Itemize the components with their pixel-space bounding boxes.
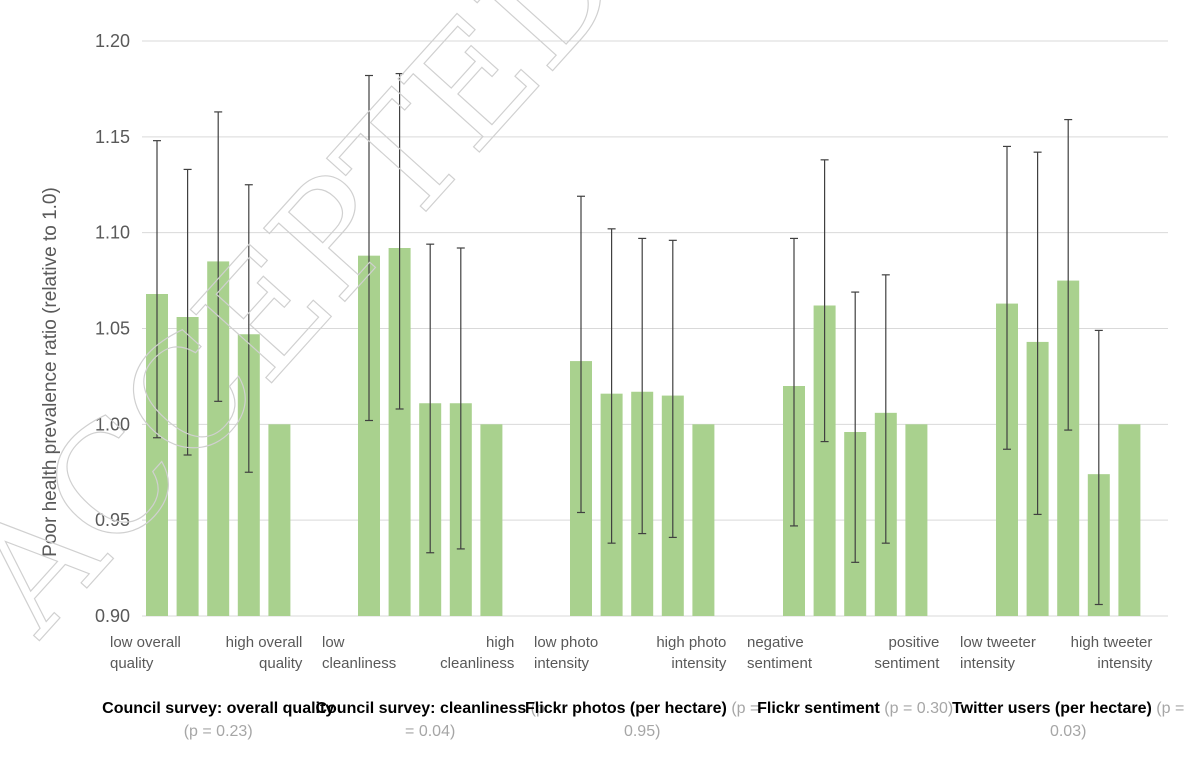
error-bar [790, 237, 798, 527]
bar [1057, 280, 1080, 616]
y-tick-label: 1.00 [95, 414, 130, 434]
category-label-low: low tweeter intensity [960, 634, 1036, 672]
group-name: Twitter users (per hectare) [952, 700, 1152, 717]
group-name: Flickr sentiment [757, 700, 880, 717]
y-tick-label: 1.05 [95, 319, 130, 339]
error-bar [577, 195, 585, 514]
error-bar [153, 140, 161, 439]
group-p-value: (p = 0.23) [183, 723, 253, 740]
error-bar [851, 291, 860, 563]
y-tick-label: 0.95 [95, 510, 130, 530]
error-bar [244, 184, 253, 473]
group-name: Flickr photos (per hectare) [525, 700, 727, 717]
bar [268, 424, 291, 616]
category-label-low: negative sentiment [747, 634, 813, 672]
bar [388, 248, 411, 616]
group-p-value: (p = 0.04) [405, 700, 545, 740]
bar [358, 255, 380, 616]
error-bar [214, 111, 223, 402]
error-bar [426, 243, 435, 554]
group-title: Council survey: cleanliness (p = 0.04) [310, 697, 550, 743]
y-axis-title: Poor health prevalence ratio (relative t… [40, 187, 61, 557]
bar [207, 261, 230, 616]
bar [480, 424, 503, 616]
error-bar [395, 72, 404, 410]
error-bar [668, 239, 677, 539]
error-bar [881, 274, 890, 544]
error-bar [365, 74, 373, 422]
y-tick-label: 1.15 [95, 127, 130, 147]
error-bar [820, 159, 829, 443]
y-tick-label: 1.10 [95, 223, 130, 243]
category-label-low: low cleanliness [322, 634, 396, 672]
group-p-value: (p = 0.95) [623, 700, 760, 740]
y-tick-label: 0.90 [95, 606, 130, 626]
bar [146, 294, 168, 616]
group-title: Flickr sentiment (p = 0.30) [735, 697, 975, 720]
category-label-high: high overall quality [226, 634, 303, 672]
group-title: Flickr photos (per hectare) (p = 0.95) [522, 697, 762, 743]
error-bar [456, 247, 465, 550]
group-name: Council survey: overall quality [102, 700, 335, 717]
group-title: Twitter users (per hectare) (p = 0.03) [948, 697, 1186, 743]
error-bar [1094, 329, 1103, 606]
group-title: Council survey: overall quality (p = 0.2… [98, 697, 338, 743]
bar [1118, 424, 1141, 616]
category-label-high: high photo intensity [656, 634, 727, 672]
error-bar [638, 237, 647, 535]
category-label-high: high cleanliness [440, 634, 514, 672]
category-label-low: low photo intensity [534, 634, 598, 672]
group-p-value: (p = 0.03) [1049, 700, 1185, 740]
error-bar [183, 168, 192, 456]
bar [692, 424, 715, 616]
y-tick-label: 1.20 [95, 31, 130, 51]
bar [176, 317, 199, 616]
group-p-value: (p = 0.30) [884, 700, 954, 717]
category-label-low: low overall quality [110, 634, 181, 672]
error-bar [607, 228, 616, 544]
error-bar [1033, 151, 1042, 516]
error-bar [1003, 145, 1011, 450]
bar [996, 303, 1018, 616]
error-bar [1064, 118, 1073, 431]
category-label-high: high tweeter intensity [1071, 634, 1153, 672]
bar [905, 424, 928, 616]
bar [237, 334, 260, 616]
bar [813, 305, 836, 616]
category-label-high: positive sentiment [874, 634, 940, 672]
group-name: Council survey: cleanliness [315, 700, 527, 717]
